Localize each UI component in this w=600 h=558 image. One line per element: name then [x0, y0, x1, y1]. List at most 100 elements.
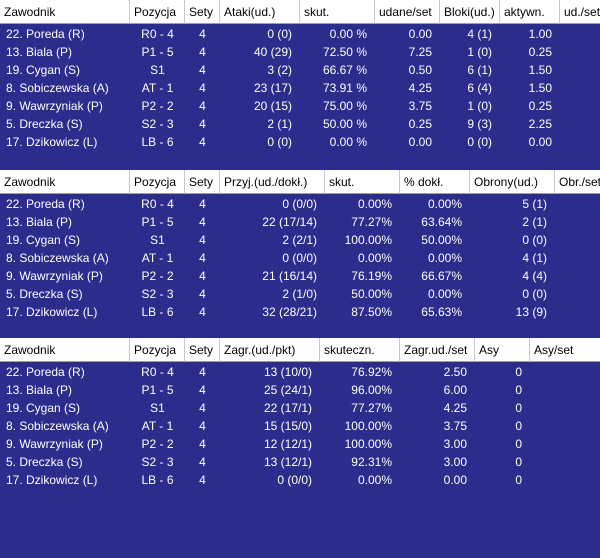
- table-cell: 0.00: [530, 471, 600, 489]
- table-cell: 0 (0/0): [282, 251, 317, 265]
- table-cell: LB - 6: [141, 305, 174, 319]
- table-cell: 22. Poreda (R): [6, 27, 85, 41]
- table-cell: 0.00: [555, 285, 600, 303]
- table-cell: 25 (24/1): [263, 383, 312, 397]
- table-cell: 0.00%: [427, 251, 462, 265]
- table-cell: 2.25: [555, 303, 600, 321]
- table-cell: 0: [515, 401, 522, 415]
- table-cell: S2 - 3: [141, 287, 174, 301]
- table-cell: 4: [199, 63, 206, 77]
- table-cell: 13. Biala (P): [6, 215, 73, 229]
- column-header: Bloki(ud.): [440, 0, 500, 24]
- table-cell: 4: [199, 197, 206, 211]
- table-cell: 8. Sobiczewska (A): [6, 419, 109, 433]
- table-cell: 4: [199, 437, 206, 451]
- table-cell: 17. Dzikowicz (L): [6, 135, 98, 149]
- table-cell: 17. Dzikowicz (L): [6, 305, 98, 319]
- table-cell: 0: [515, 473, 522, 487]
- table-cell: 4: [199, 287, 206, 301]
- table-cell: 0.00: [530, 417, 600, 435]
- table-cell: 0 (0/0): [282, 197, 317, 211]
- table-cell: 19. Cygan (S): [6, 233, 81, 247]
- table-cell: 0.00%: [357, 473, 392, 487]
- table-cell: 4: [199, 455, 206, 469]
- table-cell: 9. Wawrzyniak (P): [6, 269, 103, 283]
- table-cell: 0 (0): [267, 27, 292, 41]
- column-header: Sety: [185, 0, 220, 24]
- table-cell: 9. Wawrzyniak (P): [6, 437, 103, 451]
- table-cell: 4: [199, 135, 206, 149]
- table-cell: P1 - 5: [141, 45, 174, 59]
- table-cell: 22 (17/14): [262, 215, 317, 229]
- table-cell: 4: [199, 473, 206, 487]
- table-cell: 63.64%: [421, 215, 462, 229]
- table-cell: 0.00: [530, 435, 600, 453]
- table-cell: 50.00%: [351, 287, 392, 301]
- table-cell: P1 - 5: [141, 215, 174, 229]
- table-cell: 0.00%: [427, 197, 462, 211]
- table-cell: 23 (17): [253, 81, 292, 95]
- table-cell: 4: [199, 117, 206, 131]
- table-cell: 1.00: [560, 79, 600, 97]
- table-cell: 2.50: [443, 365, 467, 379]
- table-cell: 22 (17/1): [263, 401, 312, 415]
- table-cell: 40 (29): [253, 45, 292, 59]
- table-cell: 0: [515, 419, 522, 433]
- table-cell: P2 - 2: [141, 269, 174, 283]
- table-cell: 3.75: [443, 419, 467, 433]
- table-cell: 3.00: [443, 437, 467, 451]
- table-cell: 13 (12/1): [263, 455, 312, 469]
- table-cell: 50.00 %: [322, 117, 367, 131]
- table-cell: 4: [199, 305, 206, 319]
- table-cell: 13 (9): [515, 305, 547, 319]
- column-header: Pozycja: [130, 170, 185, 194]
- table-cell: S2 - 3: [141, 455, 174, 469]
- table-cell: 72.50 %: [322, 45, 367, 59]
- table-cell: 0: [515, 455, 522, 469]
- table-cell: 2 (1): [267, 117, 292, 131]
- table-cell: 77.27%: [351, 401, 392, 415]
- table-cell: 4: [199, 269, 206, 283]
- table-cell: 19. Cygan (S): [6, 63, 81, 77]
- table-cell: 13. Biala (P): [6, 45, 73, 59]
- column-header: skuteczn.: [320, 338, 400, 362]
- table-cell: 73.91 %: [322, 81, 367, 95]
- table-cell: 22. Poreda (R): [6, 197, 85, 211]
- table-cell: 0.00: [555, 231, 600, 249]
- table-cell: 0.00: [530, 363, 600, 381]
- column-header: Przyj.(ud./dokł.): [220, 170, 325, 194]
- table-cell: 0.00: [530, 381, 600, 399]
- table-cell: 0 (0): [267, 135, 292, 149]
- table-cell: 96.00%: [351, 383, 392, 397]
- column-header: % dokł.: [400, 170, 470, 194]
- table-cell: 76.19%: [351, 269, 392, 283]
- column-header: Zawodnik: [0, 0, 130, 24]
- column-header: Zagr.(ud./pkt): [220, 338, 320, 362]
- table-cell: 4: [199, 383, 206, 397]
- table-cell: 19. Cygan (S): [6, 401, 81, 415]
- column-header: Obrony(ud.): [470, 170, 555, 194]
- table-cell: 8. Sobiczewska (A): [6, 251, 109, 265]
- table-cell: 6 (1): [467, 63, 492, 77]
- column-header: udane/set: [375, 0, 440, 24]
- table-cell: 75.00 %: [322, 99, 367, 113]
- table-cell: 0.25: [555, 249, 600, 267]
- table-cell: 6 (4): [467, 81, 492, 95]
- table-cell: R0 - 4: [141, 27, 174, 41]
- table-cell: 1.00: [555, 267, 600, 285]
- table-cell: 20 (15): [253, 99, 292, 113]
- column-header: Asy/set: [530, 338, 600, 362]
- table-cell: 8. Sobiczewska (A): [6, 81, 109, 95]
- table-cell: 2 (1): [522, 215, 547, 229]
- table-cell: 1 (0): [467, 99, 492, 113]
- table-cell: 66.67 %: [322, 63, 367, 77]
- table-cell: 0 (0): [522, 287, 547, 301]
- column-header: Asy: [475, 338, 530, 362]
- table-cell: 76.92%: [351, 365, 392, 379]
- table-cell: P2 - 2: [141, 99, 174, 113]
- table-cell: 13. Biala (P): [6, 383, 73, 397]
- table-cell: 0.25: [408, 117, 432, 131]
- table-cell: 1.50: [528, 81, 552, 95]
- table-cell: 100.00%: [344, 419, 392, 433]
- table-cell: 0.00: [560, 97, 600, 115]
